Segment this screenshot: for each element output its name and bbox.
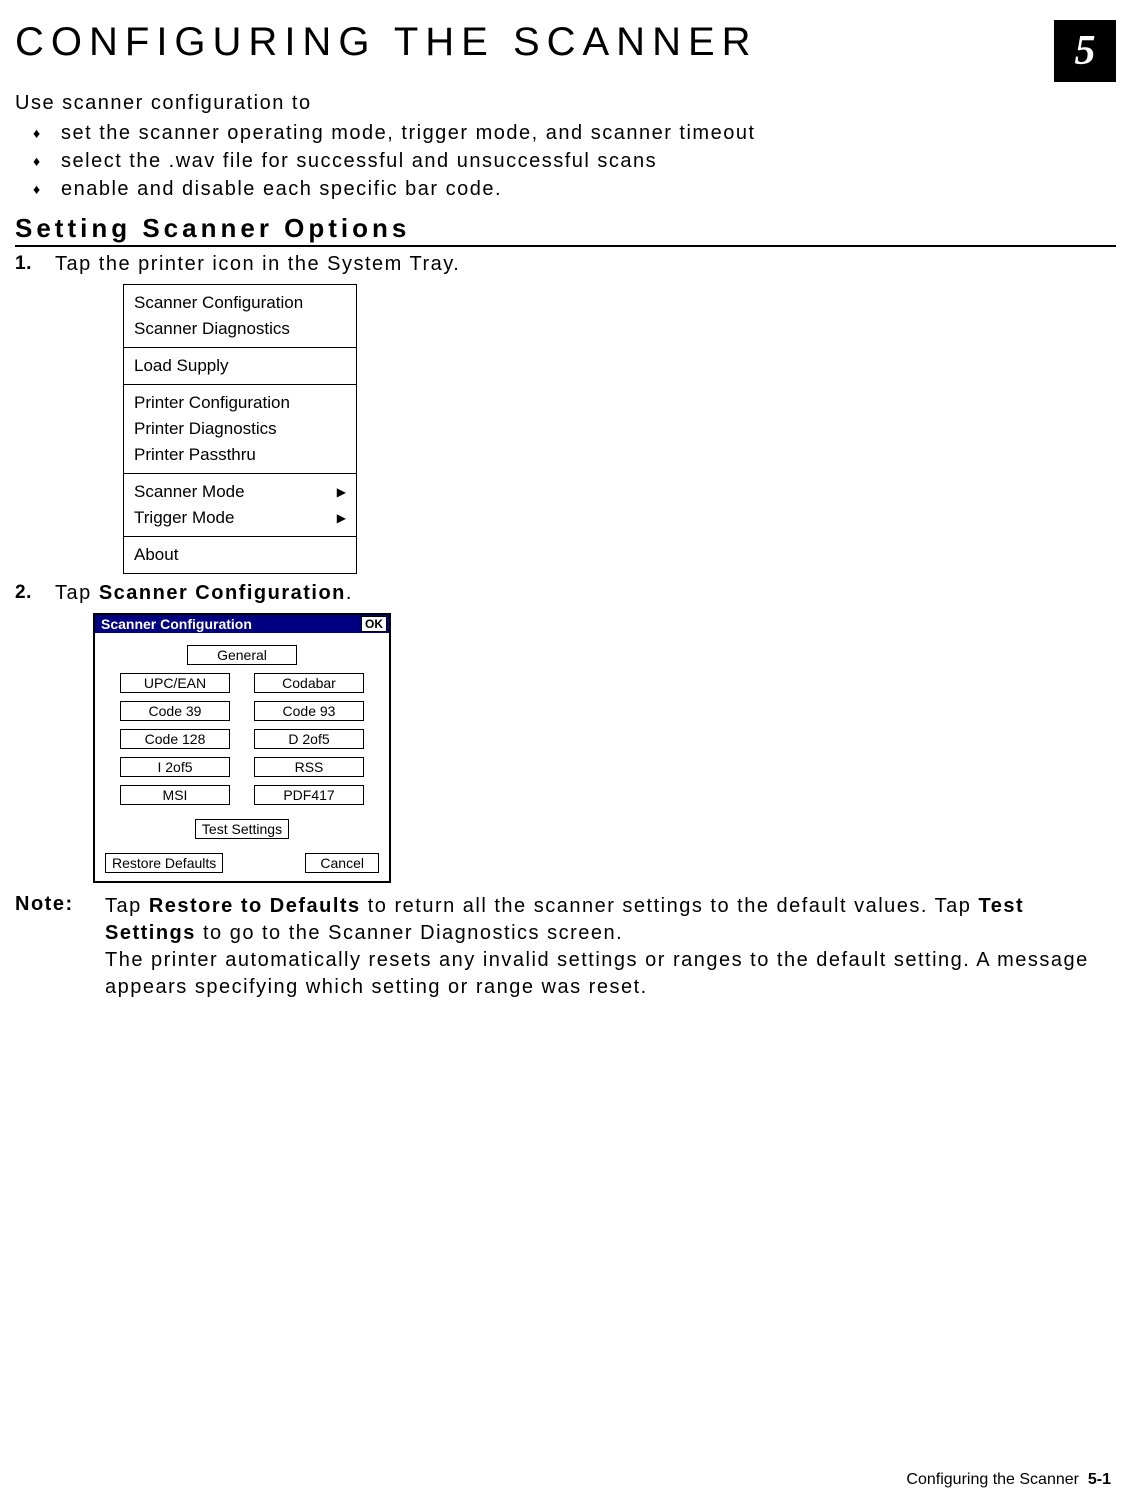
i2of5-button: I 2of5 (120, 757, 230, 777)
menu-item: Printer Diagnostics (134, 416, 346, 442)
step-text-bold: Scanner Configuration (99, 582, 346, 604)
bullet-item: select the .wav file for successful and … (61, 147, 1116, 175)
dialog-titlebar: Scanner Configuration OK (95, 615, 389, 633)
step-1: 1. Tap the printer icon in the System Tr… (15, 253, 1116, 276)
step-number: 1. (15, 253, 55, 276)
step-text-suffix: . (346, 582, 353, 604)
code128-button: Code 128 (120, 729, 230, 749)
note-text: Tap Restore to Defaults to return all th… (105, 893, 1116, 1001)
menu-item: Trigger Mode ▶ (134, 505, 346, 531)
note-block: Note: Tap Restore to Defaults to return … (15, 893, 1116, 1001)
menu-group: Load Supply (124, 348, 356, 384)
footer-text: Configuring the Scanner (906, 1471, 1079, 1488)
note-bold: Restore to Defaults (149, 895, 361, 917)
dialog-title: Scanner Configuration (101, 616, 252, 632)
menu-group: About (124, 537, 356, 573)
button-row: MSI PDF417 (105, 785, 379, 805)
menu-item: Load Supply (134, 353, 346, 379)
ok-button: OK (361, 616, 387, 632)
context-menu-screenshot: Scanner Configuration Scanner Diagnostic… (123, 284, 357, 574)
menu-item-label: Scanner Mode (134, 482, 245, 502)
chapter-number: 5 (1075, 27, 1096, 75)
restore-defaults-button: Restore Defaults (105, 853, 223, 873)
general-button: General (187, 645, 297, 665)
step-2: 2. Tap Scanner Configuration. (15, 582, 1116, 605)
button-row: Code 39 Code 93 (105, 701, 379, 721)
button-row: Code 128 D 2of5 (105, 729, 379, 749)
menu-item: Printer Passthru (134, 442, 346, 468)
d2of5-button: D 2of5 (254, 729, 364, 749)
button-row: I 2of5 RSS (105, 757, 379, 777)
menu-item-label: Printer Configuration (134, 393, 290, 413)
msi-button: MSI (120, 785, 230, 805)
step-text-prefix: Tap (55, 582, 99, 604)
step-number: 2. (15, 582, 55, 605)
bullet-item: set the scanner operating mode, trigger … (61, 119, 1116, 147)
menu-group: Printer Configuration Printer Diagnostic… (124, 385, 356, 473)
page-title: CONFIGURING THE SCANNER (15, 20, 758, 65)
scanner-config-screenshot: Scanner Configuration OK General UPC/EAN… (93, 613, 391, 883)
title-row: CONFIGURING THE SCANNER 5 (15, 20, 1116, 82)
menu-item: Scanner Configuration (134, 290, 346, 316)
step-text: Tap Scanner Configuration. (55, 582, 353, 605)
chapter-number-box: 5 (1054, 20, 1116, 82)
menu-group: Scanner Configuration Scanner Diagnostic… (124, 285, 356, 347)
cancel-button: Cancel (305, 853, 379, 873)
step-text: Tap the printer icon in the System Tray. (55, 253, 460, 276)
submenu-arrow-icon: ▶ (337, 485, 346, 499)
note-line2: The printer automatically resets any inv… (105, 949, 1089, 998)
note-text-span: Tap (105, 895, 149, 917)
menu-item: Scanner Mode ▶ (134, 479, 346, 505)
note-label: Note: (15, 893, 105, 1001)
intro-text: Use scanner configuration to (15, 92, 1116, 115)
note-text-span: to go to the Scanner Diagnostics screen. (196, 922, 623, 944)
menu-item-label: About (134, 545, 178, 565)
intro-bullet-list: set the scanner operating mode, trigger … (15, 119, 1116, 203)
dialog-body: General UPC/EAN Codabar Code 39 Code 93 … (95, 633, 389, 881)
codabar-button: Codabar (254, 673, 364, 693)
bottom-button-row: Restore Defaults Cancel (105, 853, 379, 873)
page: CONFIGURING THE SCANNER 5 Use scanner co… (0, 0, 1131, 1511)
upcean-button: UPC/EAN (120, 673, 230, 693)
test-settings-button: Test Settings (195, 819, 289, 839)
menu-item-label: Load Supply (134, 356, 229, 376)
menu-item-label: Scanner Diagnostics (134, 319, 290, 339)
menu-item: Scanner Diagnostics (134, 316, 346, 342)
note-text-span: to return all the scanner settings to th… (361, 895, 979, 917)
pdf417-button: PDF417 (254, 785, 364, 805)
submenu-arrow-icon: ▶ (337, 511, 346, 525)
code93-button: Code 93 (254, 701, 364, 721)
menu-item: Printer Configuration (134, 390, 346, 416)
menu-item-label: Printer Diagnostics (134, 419, 277, 439)
footer-page-number: 5-1 (1088, 1471, 1111, 1488)
menu-item-label: Trigger Mode (134, 508, 234, 528)
button-row: UPC/EAN Codabar (105, 673, 379, 693)
section-heading: Setting Scanner Options (15, 213, 1116, 247)
menu-item: About (134, 542, 346, 568)
bullet-item: enable and disable each specific bar cod… (61, 175, 1116, 203)
menu-item-label: Printer Passthru (134, 445, 256, 465)
rss-button: RSS (254, 757, 364, 777)
menu-group: Scanner Mode ▶ Trigger Mode ▶ (124, 474, 356, 536)
menu-item-label: Scanner Configuration (134, 293, 303, 313)
page-footer: Configuring the Scanner 5-1 (906, 1471, 1111, 1489)
code39-button: Code 39 (120, 701, 230, 721)
